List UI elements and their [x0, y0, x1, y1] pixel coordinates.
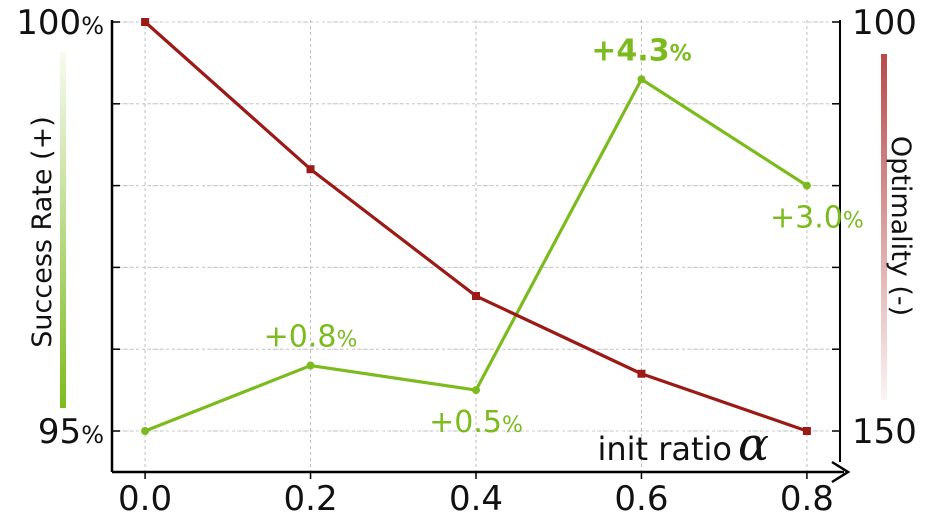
annotation-value: +0.5	[429, 405, 502, 440]
right-axis-title: Optimality (-)	[885, 136, 916, 316]
x-tick-label: 0.4	[449, 479, 503, 519]
annotation-unit: %	[843, 209, 864, 234]
optimality-point	[802, 427, 811, 435]
data-annotation: +0.8%	[264, 320, 358, 355]
x-axis-title: init ratio α	[597, 417, 769, 471]
left-y-tick-unit: %	[81, 421, 104, 449]
x-tick-label: 0.0	[118, 479, 172, 519]
success-rate-point	[306, 361, 315, 370]
x-tick-label: 0.8	[780, 479, 834, 519]
left-y-tick-label: 95%	[38, 412, 104, 452]
data-annotation: +3.0%	[770, 201, 864, 236]
x-tick-label: 0.2	[284, 479, 338, 519]
left-y-tick-number: 100	[16, 3, 81, 43]
optimality-point	[637, 369, 646, 378]
success-rate-point	[141, 427, 150, 435]
annotation-value: +0.8	[264, 320, 337, 355]
annotation-unit: %	[502, 413, 523, 438]
optimality-point	[472, 292, 480, 301]
annotation-unit: %	[670, 41, 692, 66]
x-tick-label: 0.6	[614, 479, 668, 519]
x-axis-title-symbol: α	[738, 417, 769, 471]
right-y-tick-label: 150	[852, 412, 917, 452]
annotation-value: +3.0	[770, 201, 843, 236]
success-rate-point	[802, 181, 811, 190]
annotation-value: +4.3	[591, 33, 669, 68]
success-rate-point	[637, 75, 646, 84]
annotations: +0.8%+0.5%+4.3%+3.0%	[264, 33, 864, 440]
left-y-tick-number: 95	[38, 412, 81, 452]
optimality-point	[306, 165, 315, 174]
optimality-point	[141, 18, 150, 26]
axes	[110, 20, 851, 484]
series	[141, 18, 811, 435]
success-rate-point	[472, 386, 480, 395]
success-rate-color-bar	[60, 52, 66, 408]
x-axis-arrowhead	[831, 460, 851, 484]
x-axis-title-text: init ratio	[597, 430, 732, 468]
data-annotation: +4.3%	[591, 33, 691, 68]
left-y-tick-label: 100%	[16, 3, 104, 43]
right-y-tick-label: 100	[852, 3, 917, 43]
data-annotation: +0.5%	[429, 405, 523, 440]
left-axis-title: Success Rate (+)	[27, 116, 58, 347]
annotation-unit: %	[337, 328, 358, 353]
left-y-tick-unit: %	[81, 12, 104, 40]
optimality-color-bar	[881, 54, 887, 400]
grid	[112, 20, 840, 472]
